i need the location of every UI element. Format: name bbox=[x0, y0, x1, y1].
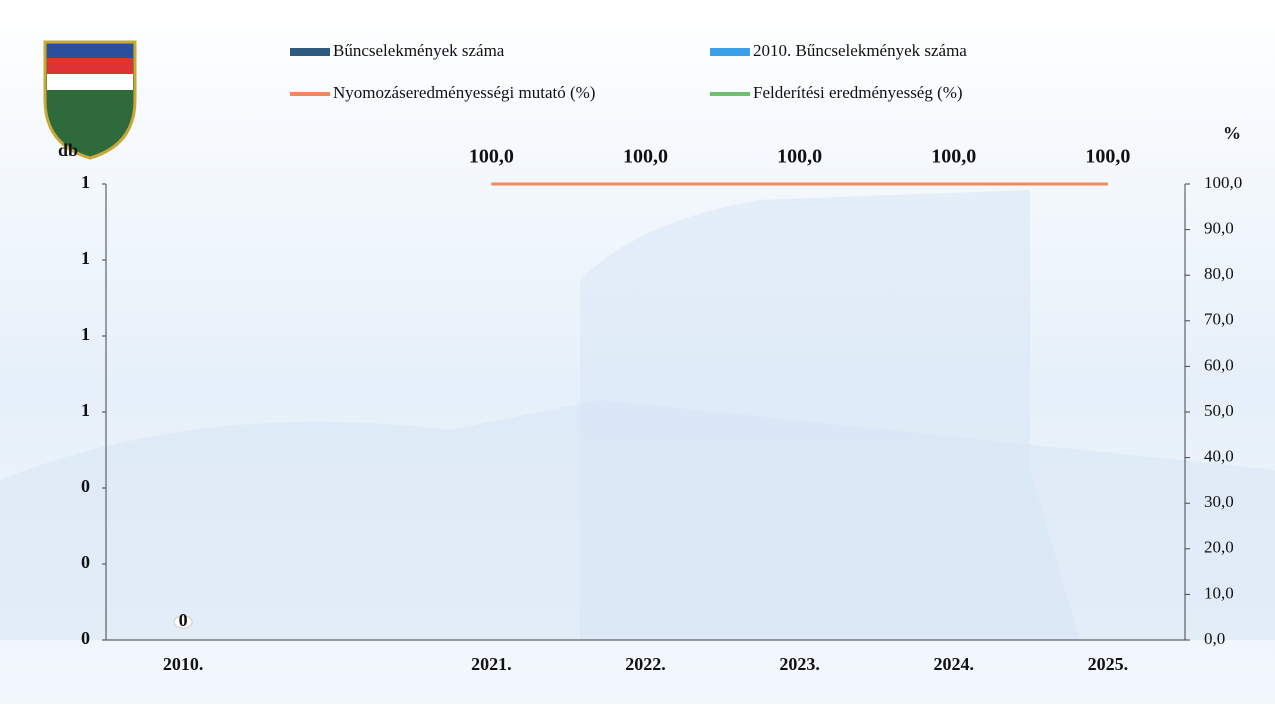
y2-tick-label: 80,0 bbox=[1204, 264, 1234, 283]
y2-axis-title: % bbox=[1223, 123, 1241, 143]
x-tick-label: 2021. bbox=[471, 654, 512, 674]
logo bbox=[43, 40, 137, 160]
legend-swatch bbox=[710, 48, 750, 56]
data-label: 100,0 bbox=[1085, 146, 1130, 168]
y2-tick-label: 0,0 bbox=[1204, 629, 1225, 648]
legend-swatch bbox=[290, 48, 330, 56]
y2-tick-label: 60,0 bbox=[1204, 355, 1234, 374]
data-label: 100,0 bbox=[623, 146, 668, 168]
y2-tick-label: 40,0 bbox=[1204, 447, 1234, 466]
data-label: 100,0 bbox=[469, 146, 514, 168]
y2-tick-label: 10,0 bbox=[1204, 583, 1234, 602]
x-tick-label: 2010. bbox=[163, 654, 204, 674]
data-label: 100,0 bbox=[777, 146, 822, 168]
y2-tick-label: 50,0 bbox=[1204, 401, 1234, 420]
legend-label: Nyomozáseredményességi mutató (%) bbox=[333, 83, 595, 102]
y-tick-label: 1 bbox=[81, 172, 90, 192]
x-tick-label: 2023. bbox=[779, 654, 820, 674]
data-label: 0 bbox=[179, 610, 188, 630]
data-label: 100,0 bbox=[931, 146, 976, 168]
y-tick-label: 0 bbox=[81, 628, 90, 648]
legend-label: Felderítési eredményesség (%) bbox=[753, 83, 963, 102]
legend-label: 2010. Bűncselekmények száma bbox=[753, 41, 967, 60]
y-tick-label: 1 bbox=[81, 324, 90, 344]
x-tick-label: 2024. bbox=[934, 654, 975, 674]
x-tick-label: 2022. bbox=[625, 654, 666, 674]
y-tick-label: 0 bbox=[81, 476, 90, 496]
y-axis-title: db bbox=[58, 140, 78, 160]
legend-label: Bűncselekmények száma bbox=[333, 41, 505, 60]
y2-tick-label: 70,0 bbox=[1204, 310, 1234, 329]
y2-tick-label: 30,0 bbox=[1204, 492, 1234, 511]
data-label-bg bbox=[173, 615, 193, 629]
y-tick-label: 0 bbox=[81, 552, 90, 572]
building-silhouette bbox=[0, 400, 1275, 640]
x-tick-label: 2025. bbox=[1088, 654, 1129, 674]
y2-tick-label: 20,0 bbox=[1204, 538, 1234, 557]
y-tick-label: 1 bbox=[81, 248, 90, 268]
y2-tick-label: 90,0 bbox=[1204, 219, 1234, 238]
y-tick-label: 1 bbox=[81, 400, 90, 420]
y2-tick-label: 100,0 bbox=[1204, 173, 1242, 192]
